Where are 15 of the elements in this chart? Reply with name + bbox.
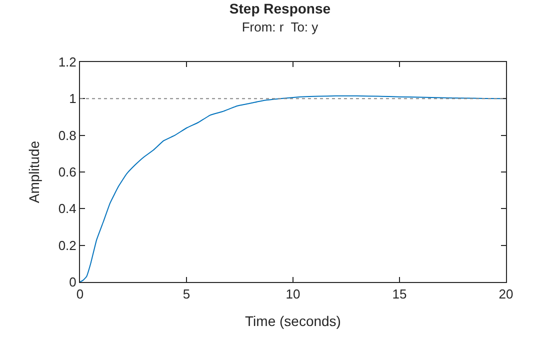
x-tick-label: 15 [392,286,407,302]
y-tick-label: 0.8 [58,128,76,143]
y-tick-label: 1 [69,91,76,106]
y-tick-label: 0 [69,274,76,290]
x-tick-label: 10 [286,286,300,302]
x-tick-label: 5 [182,286,190,302]
y-tick-label: 0.4 [58,201,76,216]
chart-subtitle: From: r To: y [242,20,319,35]
x-axis-title: Time (seconds) [245,312,341,329]
chart-title: Step Response [229,0,331,16]
x-tick-label: 20 [498,286,514,302]
y-axis-title: Amplitude [26,140,42,204]
y-tick-label: 0.6 [58,164,76,180]
y-tick-label: 1.2 [58,54,76,70]
y-tick-label: 0.2 [58,238,76,253]
